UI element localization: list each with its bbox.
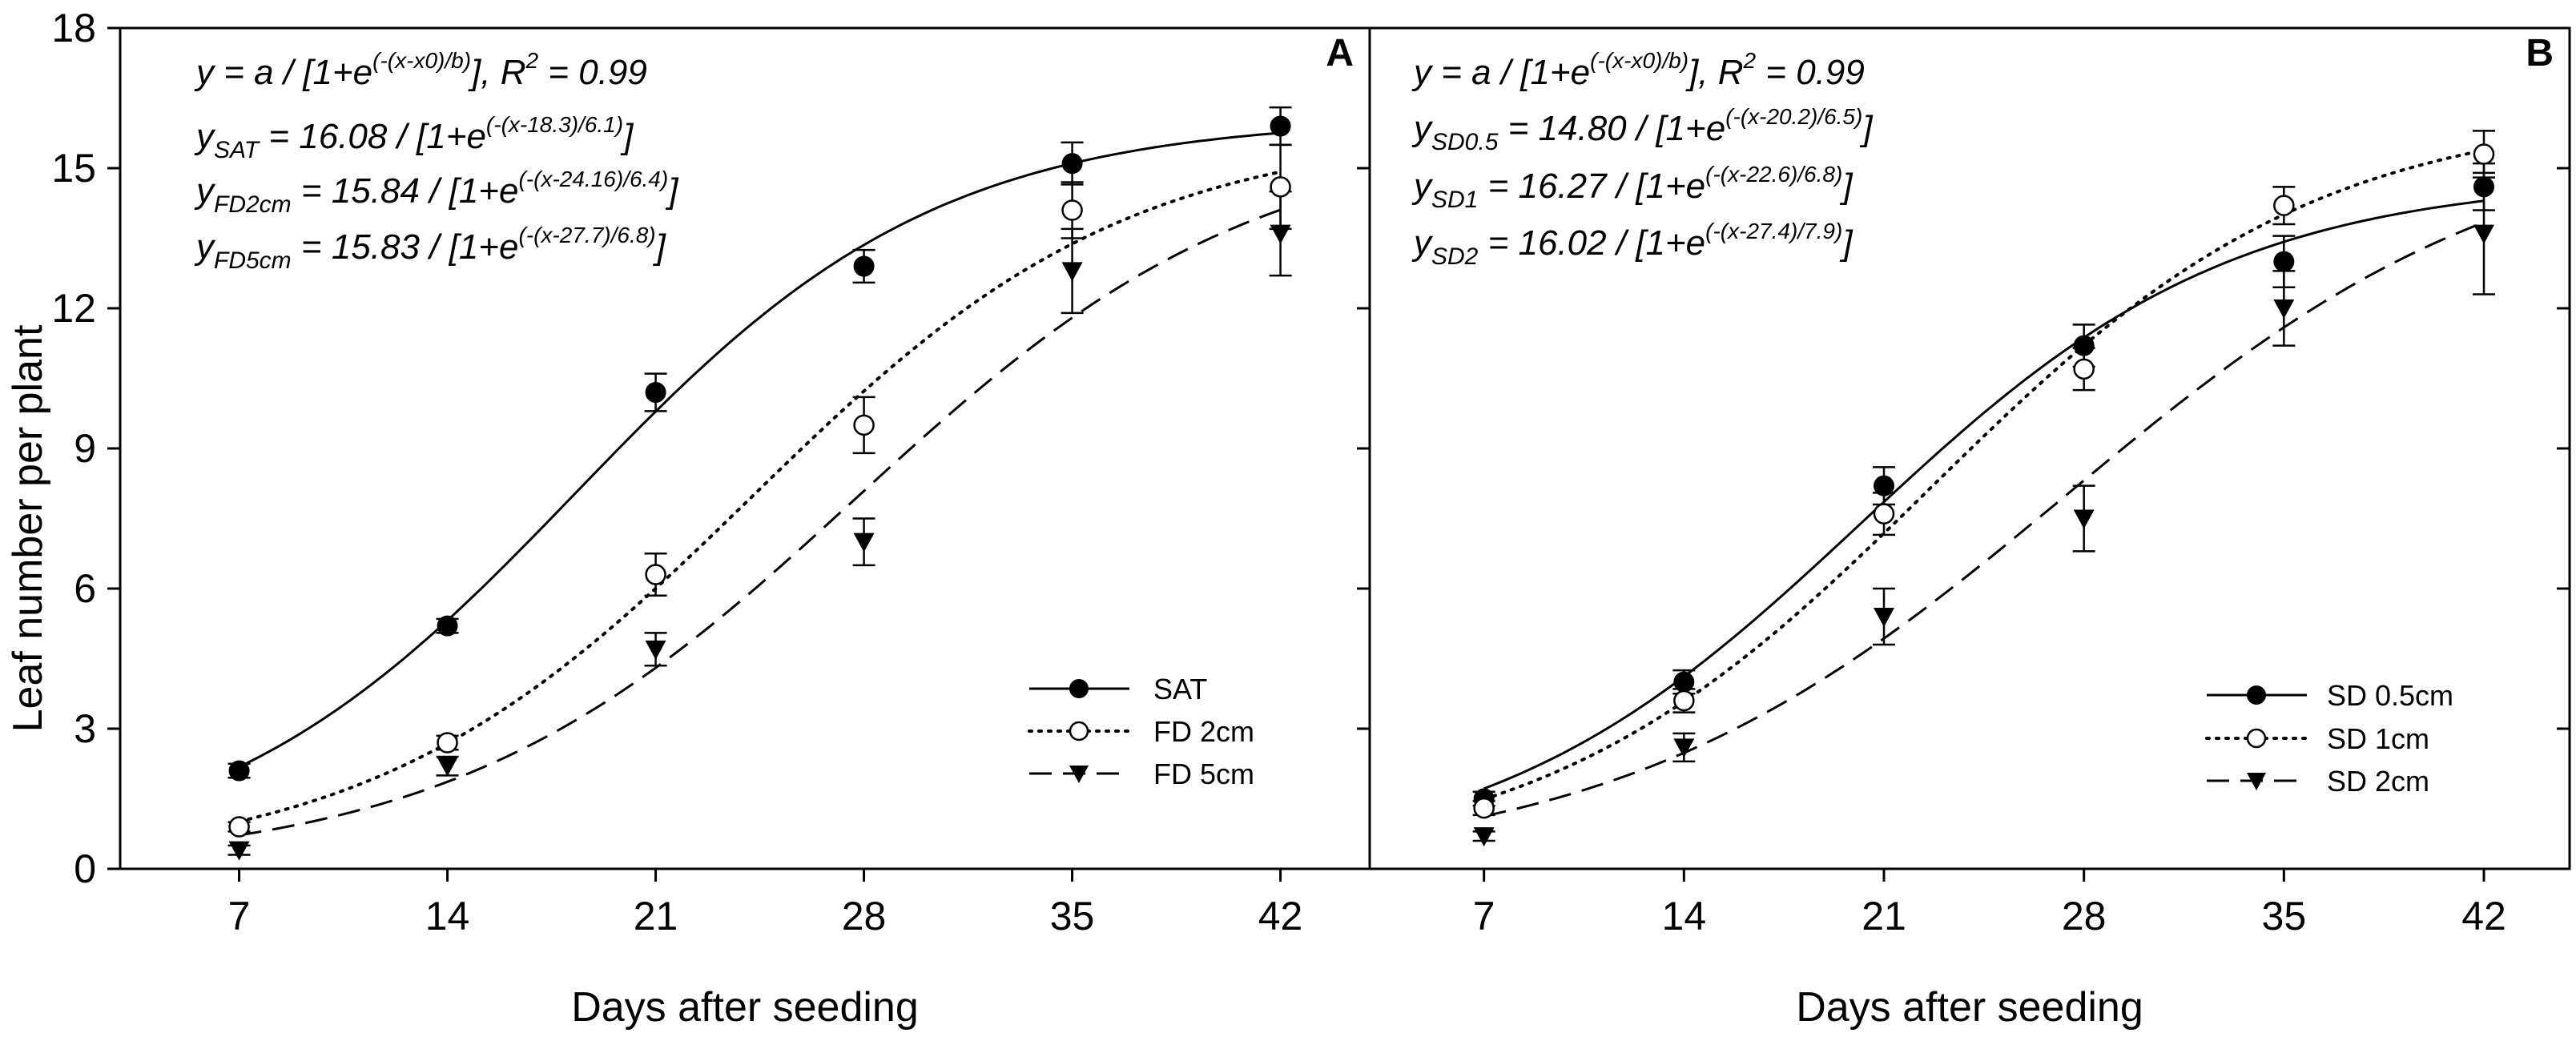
panel-a-eq-fd5cm: yFD5cm = 15.83 / [1+e(-(x-27.7)/6.8)] [194, 223, 667, 274]
panel-a-fit-curves [237, 131, 1282, 837]
y-tick-label: 3 [74, 706, 96, 751]
data-point [1673, 738, 1695, 758]
y-tick-label: 18 [51, 6, 96, 50]
x-tick-label: 7 [1473, 894, 1495, 938]
y-tick-label: 6 [74, 566, 96, 611]
data-point [437, 732, 458, 754]
data-point [1270, 115, 1291, 137]
y-tick-label: 9 [74, 426, 96, 471]
panel-a-legend: SAT FD 2cm FD 5cm [1028, 673, 1254, 790]
data-point [2073, 358, 2095, 380]
panel-a-letter: A [1326, 32, 1354, 74]
data-point [2073, 509, 2095, 529]
data-point [1270, 224, 1291, 244]
panel-b-eq-sd1: ySD1 = 16.27 / [1+e(-(x-22.6)/6.8)] [1411, 162, 1854, 213]
fit-curve-sd-0-5cm [1483, 199, 2485, 790]
legend-b-marker-sd2 [2247, 773, 2266, 790]
panel-b-eq-general: y = a / [1+e(-(x-x0)/b)], R2 = 0.99 [1411, 48, 1865, 92]
data-point [2273, 195, 2295, 216]
fit-curve-sd-1cm [1482, 148, 2485, 802]
panel-b-fit-curves [1482, 148, 2485, 818]
x-tick-label: 28 [2062, 894, 2107, 938]
data-point [228, 841, 250, 861]
x-tick-label: 14 [425, 894, 470, 938]
panel-b: 7 14 21 28 35 42 B Days after seeding y = a /… [1357, 26, 2571, 1031]
legend-b-label-sd05: SD 0.5cm [2327, 679, 2453, 712]
data-point [1061, 199, 1083, 221]
data-point [645, 382, 666, 403]
panel-a-eq-sat: ySAT = 16.08 / [1+e(-(x-18.3)/6.1)] [194, 112, 634, 163]
x-tick-label: 35 [1050, 894, 1095, 938]
legend-b-label-sd1: SD 1cm [2327, 722, 2429, 755]
legend-b-marker-sd05 [2247, 685, 2266, 705]
legend-a-marker-fd5 [1069, 766, 1089, 783]
data-point [645, 640, 666, 660]
data-point [2473, 176, 2494, 198]
data-point [2073, 335, 2095, 356]
data-point [1473, 797, 1495, 819]
panel-a-xlabel: Days after seeding [571, 984, 919, 1031]
panel-a-ticks: 7 14 21 28 35 42 0 3 6 9 12 15 18 [51, 6, 1371, 938]
y-tick-label: 15 [51, 146, 96, 191]
x-tick-label: 35 [2262, 894, 2307, 938]
data-point [1873, 503, 1895, 524]
y-tick-label: 12 [51, 286, 96, 331]
x-tick-label: 21 [1862, 894, 1906, 938]
x-tick-label: 42 [2461, 894, 2506, 938]
data-point [2473, 143, 2495, 165]
y-axis-title: Leaf number per plant [5, 324, 51, 732]
panel-b-legend: SD 0.5cm SD 1cm SD 2cm [2205, 679, 2453, 798]
data-point [1061, 153, 1083, 175]
data-point [228, 760, 250, 782]
panel-a-error-bars [227, 106, 1292, 856]
panel-b-eq-sd05: ySD0.5 = 14.80 / [1+e(-(x-20.2)/6.5)] [1411, 104, 1874, 155]
data-point [1874, 608, 1894, 627]
data-point [437, 615, 458, 637]
data-point [1270, 176, 1291, 198]
panel-a: 7 14 21 28 35 42 0 3 6 9 12 15 18 A Days after seedi… [51, 6, 1371, 1031]
data-point [1874, 475, 1894, 496]
data-point [853, 533, 875, 553]
data-point [2273, 299, 2295, 319]
panel-b-letter: B [2526, 32, 2554, 74]
x-tick-label: 7 [228, 894, 251, 938]
x-tick-label: 14 [1662, 894, 1707, 938]
legend-b-label-sd2: SD 2cm [2327, 765, 2429, 798]
panel-b-xlabel: Days after seeding [1796, 984, 2143, 1031]
legend-b-marker-sd1 [2246, 728, 2267, 749]
data-point [645, 564, 666, 585]
legend-a-label-fd5: FD 5cm [1153, 758, 1254, 790]
panel-a-eq-fd2cm: yFD2cm = 15.84 / [1+e(-(x-24.16)/6.4)] [194, 167, 679, 218]
panel-b-markers [1473, 143, 2495, 847]
data-point [1673, 671, 1695, 693]
x-tick-label: 21 [634, 894, 678, 938]
data-point [2273, 251, 2295, 272]
data-point [1673, 689, 1695, 712]
legend-a-marker-sat [1069, 679, 1089, 698]
panel-b-eq-sd2: ySD2 = 16.02 / [1+e(-(x-27.4)/7.9)] [1411, 219, 1854, 270]
legend-a-label-fd2: FD 2cm [1153, 715, 1254, 748]
x-tick-label: 42 [1258, 894, 1303, 938]
panel-a-eq-general: y = a / [1+e(-(x-x0)/b)], R2 = 0.99 [194, 48, 647, 92]
y-tick-label: 0 [74, 846, 96, 891]
fit-curve-sd-2cm [1483, 221, 2485, 818]
data-point [853, 414, 875, 436]
panel-b-ticks: 7 14 21 28 35 42 [1357, 26, 2570, 938]
legend-a-label-sat: SAT [1153, 673, 1207, 705]
data-point [853, 255, 875, 277]
fit-curve-fd-5cm [239, 208, 1282, 837]
data-point [228, 816, 250, 838]
data-point [437, 757, 458, 777]
data-point [1473, 827, 1495, 847]
fit-curve-fd-2cm [237, 170, 1282, 823]
fit-curve-sat [238, 131, 1281, 769]
x-tick-label: 28 [842, 894, 887, 938]
panel-a-markers [228, 115, 1291, 861]
legend-a-marker-fd2 [1069, 721, 1089, 742]
data-point [2473, 224, 2494, 244]
data-point [1061, 262, 1083, 282]
